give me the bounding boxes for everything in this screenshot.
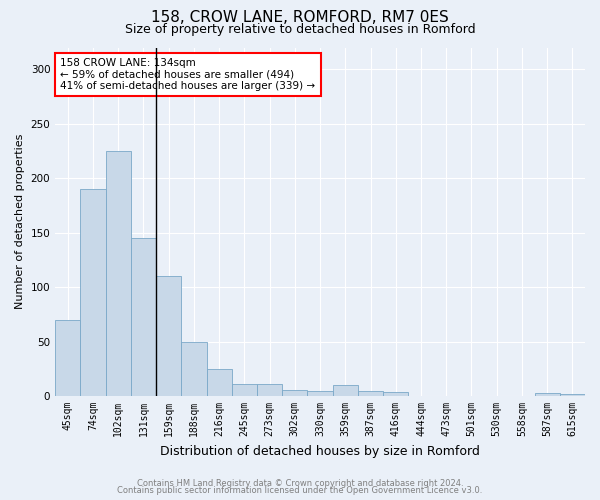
Bar <box>307 390 332 396</box>
Bar <box>80 189 106 396</box>
Bar <box>358 390 383 396</box>
Bar <box>55 320 80 396</box>
X-axis label: Distribution of detached houses by size in Romford: Distribution of detached houses by size … <box>160 444 480 458</box>
Bar <box>560 394 585 396</box>
Bar <box>257 384 282 396</box>
Bar <box>181 342 206 396</box>
Text: 158 CROW LANE: 134sqm
← 59% of detached houses are smaller (494)
41% of semi-det: 158 CROW LANE: 134sqm ← 59% of detached … <box>61 58 316 91</box>
Text: 158, CROW LANE, ROMFORD, RM7 0ES: 158, CROW LANE, ROMFORD, RM7 0ES <box>151 10 449 25</box>
Text: Contains HM Land Registry data © Crown copyright and database right 2024.: Contains HM Land Registry data © Crown c… <box>137 478 463 488</box>
Bar <box>206 369 232 396</box>
Text: Contains public sector information licensed under the Open Government Licence v3: Contains public sector information licen… <box>118 486 482 495</box>
Bar <box>131 238 156 396</box>
Bar <box>383 392 409 396</box>
Text: Size of property relative to detached houses in Romford: Size of property relative to detached ho… <box>125 22 475 36</box>
Bar <box>156 276 181 396</box>
Bar <box>332 385 358 396</box>
Y-axis label: Number of detached properties: Number of detached properties <box>15 134 25 310</box>
Bar <box>535 393 560 396</box>
Bar <box>232 384 257 396</box>
Bar <box>106 151 131 396</box>
Bar <box>282 390 307 396</box>
